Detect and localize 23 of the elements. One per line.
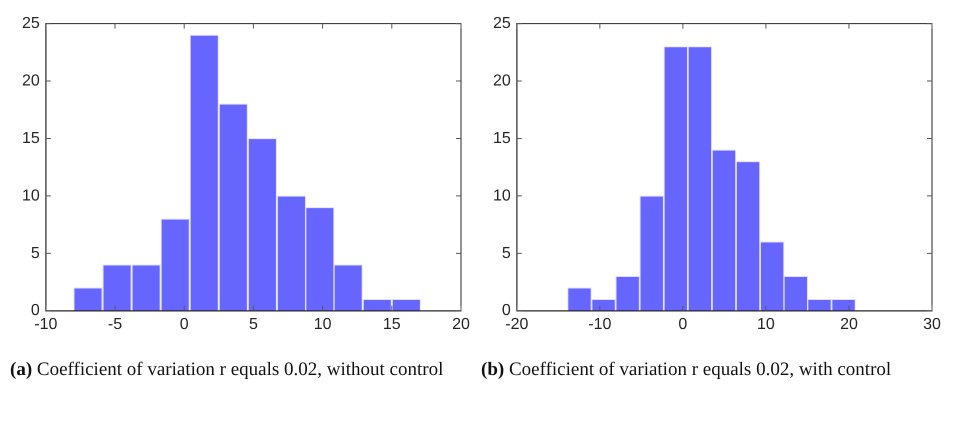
y-tick-label: 20 — [493, 72, 511, 90]
y-tick-label: 15 — [493, 130, 511, 147]
x-tick-label: 30 — [923, 316, 941, 333]
y-tick-label: 5 — [30, 244, 40, 262]
x-tick-label: 20 — [452, 316, 470, 333]
y-tick-label: 10 — [22, 187, 40, 204]
x-tick-label: -5 — [108, 316, 122, 333]
x-tick-label: 10 — [757, 316, 775, 333]
text: (a) Coefficient of variation r equals 0.02, without control — [10, 359, 444, 380]
y-tick-label: 10 — [493, 187, 511, 204]
text: (b) Coefficient of variation r equals 0.02, with control — [481, 359, 892, 380]
y-tick-label: 25 — [22, 15, 40, 32]
x-tick-label: 15 — [382, 316, 401, 333]
x-tick-label: 0 — [678, 316, 688, 333]
y-tick-label: 15 — [22, 130, 40, 147]
x-tick-label: 10 — [314, 316, 332, 333]
y-tick-label: 25 — [493, 15, 511, 32]
x-tick-label: 0 — [180, 316, 189, 333]
x-tick-label: 20 — [840, 316, 858, 333]
y-tick-label: 20 — [22, 72, 40, 90]
x-tick-label: 5 — [248, 316, 258, 333]
x-tick-label: -10 — [588, 316, 612, 333]
y-tick-label: 5 — [502, 244, 511, 262]
